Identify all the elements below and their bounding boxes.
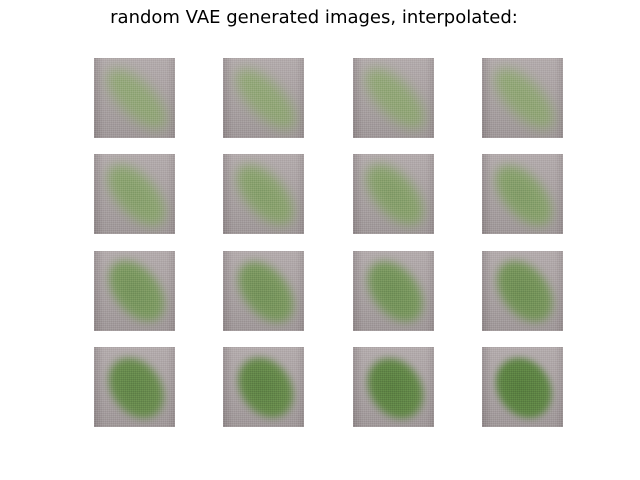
generated-image-tile bbox=[481, 346, 563, 427]
generated-image-tile bbox=[94, 154, 175, 235]
generated-image-tile bbox=[352, 346, 434, 427]
generated-image-tile bbox=[481, 154, 563, 235]
generated-image-tile bbox=[481, 250, 563, 331]
generated-image-tile bbox=[94, 250, 175, 331]
generated-image-tile bbox=[94, 346, 175, 427]
generated-image-tile bbox=[352, 154, 434, 235]
generated-image-tile bbox=[223, 154, 305, 235]
generated-image-tile bbox=[481, 58, 563, 138]
generated-image-tile bbox=[223, 250, 305, 331]
generated-image-tile bbox=[352, 250, 434, 331]
generated-image-tile bbox=[352, 58, 434, 138]
figure-title: random VAE generated images, interpolate… bbox=[110, 7, 518, 28]
generated-image-tile bbox=[94, 58, 175, 138]
generated-image-tile bbox=[223, 346, 305, 427]
generated-image-tile bbox=[223, 58, 305, 138]
